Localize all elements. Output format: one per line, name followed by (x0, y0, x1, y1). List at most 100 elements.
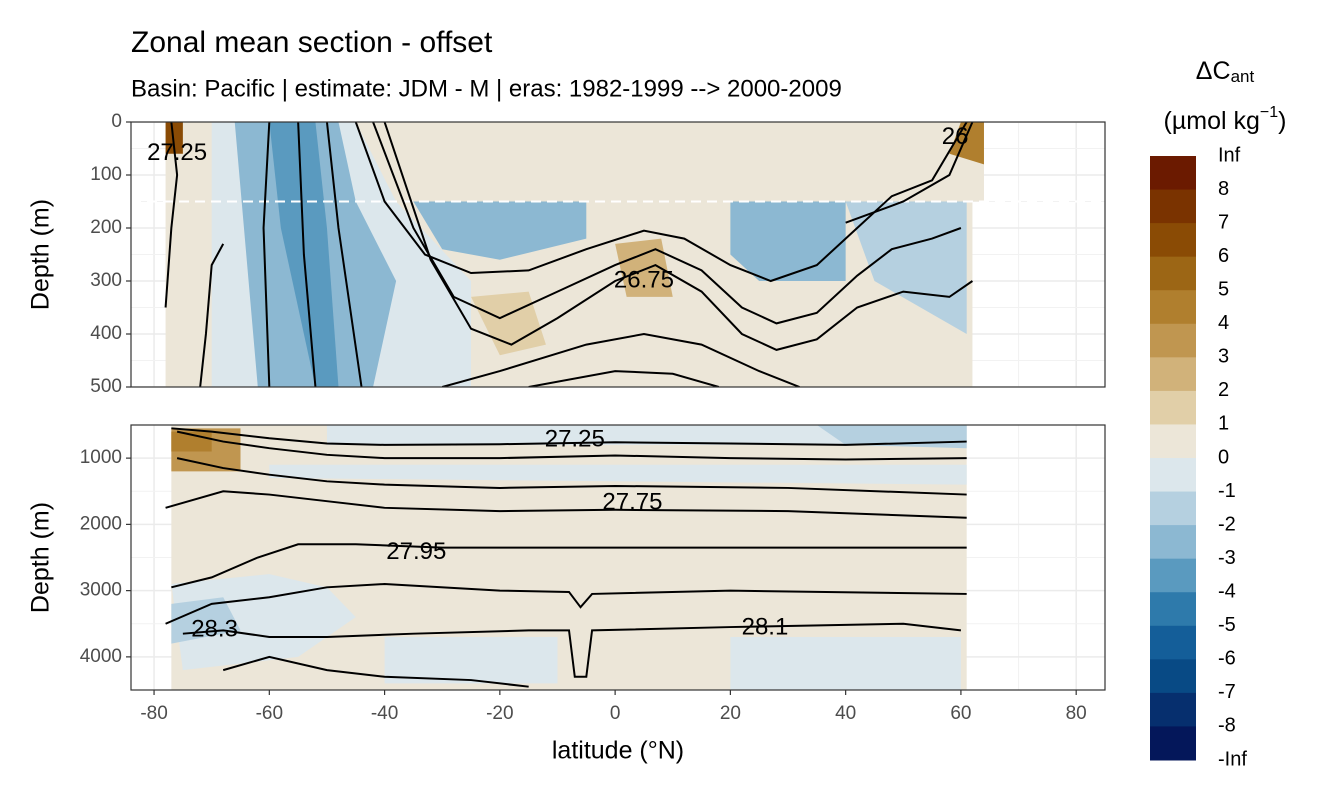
legend-swatch (1150, 189, 1196, 224)
y-axis-label: Depth (m) (27, 199, 55, 310)
contour-line (372, 122, 962, 325)
legend-label: 2 (1218, 379, 1229, 401)
contour-label: 26.75 (614, 266, 674, 293)
legend-swatch (1150, 390, 1196, 425)
legend-swatch (1150, 357, 1196, 392)
y-tick-label: 200 (90, 217, 122, 238)
legend-swatch (1150, 592, 1196, 627)
legend-unit-sup: −1 (1260, 104, 1278, 121)
contour-line (222, 655, 529, 688)
legend-label: 3 (1218, 346, 1229, 368)
contour-line (199, 243, 225, 387)
contour-label: 27.25 (545, 425, 605, 452)
contour-fill (730, 201, 846, 281)
contour-fill (326, 425, 967, 445)
contour-label: 27.95 (386, 538, 446, 565)
legend-swatch (1150, 558, 1196, 593)
contour-line (354, 122, 968, 283)
legend-swatch (1150, 625, 1196, 660)
y-tick-label: 4000 (80, 646, 122, 667)
contour-label: 27.75 (602, 488, 662, 515)
legend-label: Inf (1218, 144, 1241, 166)
contour-fill (384, 637, 558, 684)
chart-title: Zonal mean section - offset (131, 26, 493, 59)
legend-swatch (1150, 726, 1196, 761)
legend-label: -2 (1218, 513, 1236, 535)
y-tick-label: 500 (90, 376, 122, 397)
legend-label: -3 (1218, 547, 1236, 569)
contour-label: 26 (942, 123, 969, 150)
x-tick-label: -40 (371, 703, 398, 724)
legend-label: -5 (1218, 614, 1236, 636)
contour-fill (171, 425, 967, 690)
contour-line (164, 122, 179, 308)
contour-line (176, 430, 967, 461)
y-tick-label: 300 (90, 270, 122, 291)
contour-line (176, 457, 967, 496)
legend-label: -8 (1218, 715, 1236, 737)
legend-label: 5 (1218, 279, 1229, 301)
contour-line (441, 332, 800, 387)
legend-title-main: ΔC (1196, 57, 1231, 85)
contour-fill (165, 122, 183, 154)
x-tick-label: -80 (140, 703, 167, 724)
legend-swatch (1150, 692, 1196, 727)
panel-border (130, 121, 1106, 388)
x-tick-label: 40 (835, 703, 856, 724)
legend-swatch (1150, 323, 1196, 358)
x-tick-label: 20 (720, 703, 741, 724)
legend-label: -1 (1218, 480, 1236, 502)
legend-label: -6 (1218, 648, 1236, 670)
panel-border (130, 424, 1106, 691)
contour-fill (269, 464, 967, 485)
contour-line (845, 122, 974, 224)
x-axis-label: latitude (°N) (552, 737, 684, 765)
x-tick-label: 0 (610, 703, 621, 724)
y-tick-label: 0 (111, 111, 122, 132)
contour-line (171, 543, 967, 589)
contour-line (297, 122, 317, 387)
legend-title: ΔCant (1196, 57, 1255, 87)
contour-line (165, 582, 967, 625)
legend-label: 8 (1218, 178, 1229, 200)
legend-swatch (1150, 156, 1196, 191)
y-tick-label: 2000 (80, 513, 122, 534)
panel: 27.25 26.75 26 (131, 122, 1105, 387)
contour-fill (730, 637, 961, 690)
legend-label: 6 (1218, 245, 1229, 267)
contour-fill (413, 201, 587, 260)
contour-line (325, 122, 363, 387)
y-tick-label: 100 (90, 164, 122, 185)
contour-line (528, 370, 720, 387)
y-tick-label: 3000 (80, 580, 122, 601)
contour-fill (471, 291, 546, 356)
contour-fill (845, 201, 967, 334)
contour-line (383, 122, 974, 351)
legend-label: 7 (1218, 211, 1229, 233)
legend-label: 0 (1218, 446, 1229, 468)
legend-swatch (1150, 256, 1196, 291)
contour-line (165, 490, 967, 519)
panel: 27.25 27.75 27.95 28.3 28.1 (131, 425, 1105, 690)
legend-label: 1 (1218, 413, 1229, 435)
legend-unit-close: ) (1278, 107, 1286, 135)
legend-swatch (1150, 223, 1196, 258)
legend-unit: (µmol kg−1) (1164, 104, 1287, 134)
legend-label: -Inf (1218, 748, 1247, 770)
legend-swatch (1150, 290, 1196, 325)
contour-fill (171, 597, 241, 644)
y-tick-label: 1000 (80, 447, 122, 468)
contour-line (262, 122, 271, 387)
legend-label: -7 (1218, 681, 1236, 703)
legend-label: -4 (1218, 581, 1236, 603)
x-tick-label: 80 (1066, 703, 1087, 724)
contour-label: 28.3 (191, 616, 238, 643)
legend-label: 4 (1218, 312, 1229, 334)
legend-title-sub: ant (1231, 67, 1255, 86)
x-tick-label: -20 (486, 703, 513, 724)
contour-fill (615, 238, 673, 297)
contour-line (182, 622, 962, 678)
legend-unit-main: (µmol kg (1164, 107, 1260, 135)
contour-line (171, 427, 967, 446)
y-axis-label: Depth (m) (27, 502, 55, 613)
